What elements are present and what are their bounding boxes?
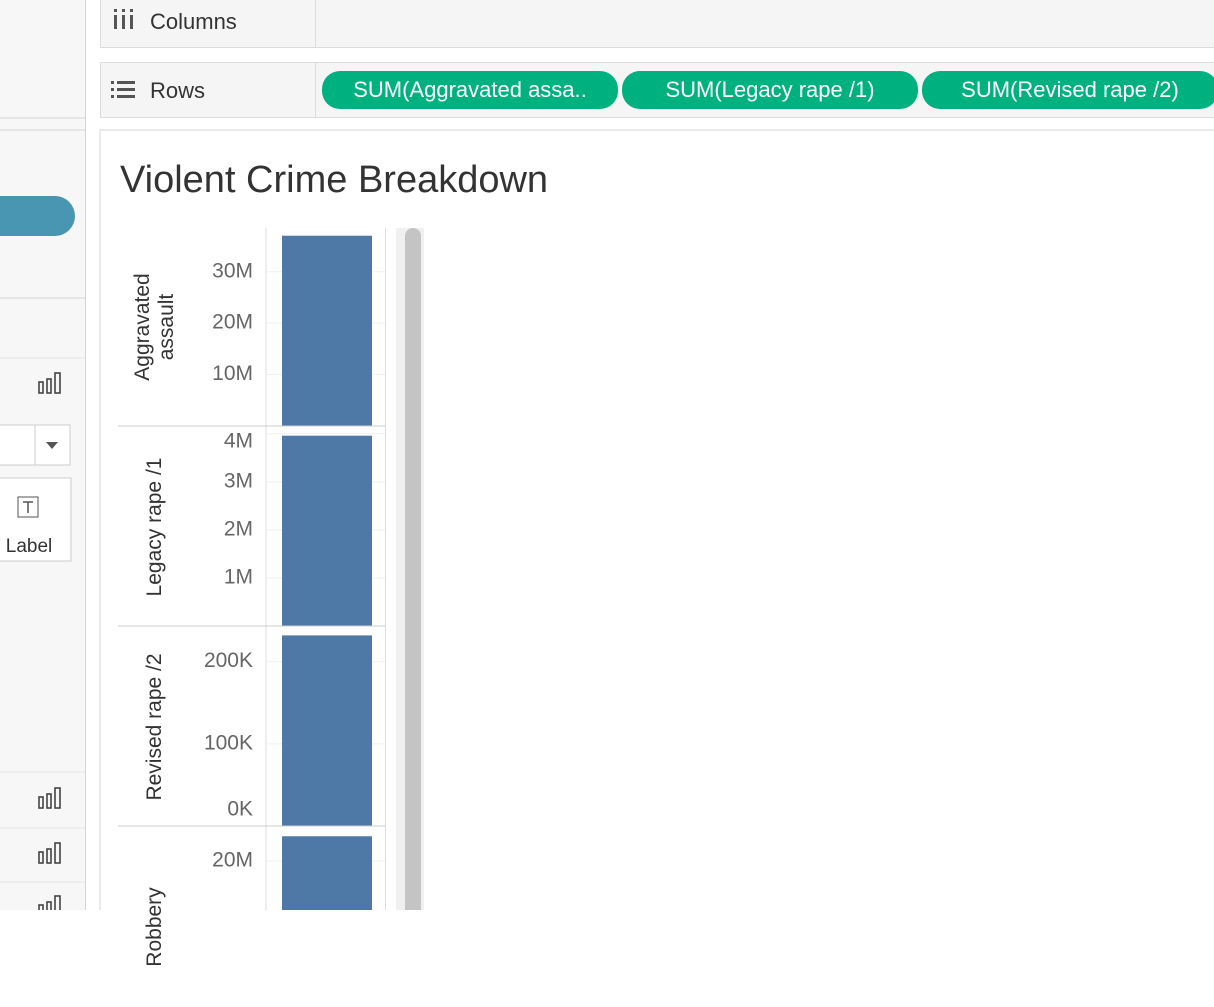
row-pill[interactable]: SUM(Revised rape /2): [922, 71, 1214, 109]
bar: [282, 435, 372, 626]
row-header: Revised rape /2: [143, 653, 166, 801]
y-tick-label: 30M: [212, 259, 253, 282]
y-tick-label: 20M: [212, 849, 253, 872]
y-tick-label: 200K: [204, 649, 253, 672]
bar: [282, 836, 372, 910]
y-tick-label: 0K: [227, 798, 253, 821]
scroll-thumb[interactable]: [405, 228, 421, 910]
dropdown-arrow: [46, 442, 58, 449]
y-tick-label: 10M: [212, 362, 253, 385]
columns-label: Columns: [150, 9, 237, 34]
y-tick-label: 1M: [224, 565, 253, 588]
rows-label: Rows: [150, 78, 206, 103]
columns-icon: [113, 9, 133, 29]
y-tick-label: 3M: [224, 469, 253, 492]
row-header: Robbery: [143, 887, 166, 967]
shelf-divider: [315, 0, 316, 48]
label-card[interactable]: [0, 477, 72, 562]
sheet-title: Violent Crime Breakdown: [120, 159, 548, 201]
y-tick-label: 100K: [204, 731, 253, 754]
shelf-divider: [315, 62, 316, 118]
y-tick-label: 2M: [224, 517, 253, 540]
bar: [282, 635, 372, 826]
page: Label Violent Crime Breakdown 10M 20M 30M 1…: [0, 0, 1214, 967]
row-header: Legacy rape /1: [143, 457, 166, 597]
row-pill[interactable]: SUM(Aggravated assa..: [322, 71, 618, 109]
rows-icon: [111, 80, 135, 105]
label-icon: [17, 496, 39, 518]
row-header: Aggravated assault: [131, 273, 178, 381]
view-frame: [99, 129, 1214, 910]
chart-canvas: Label Violent Crime Breakdown 10M 20M 30M 1…: [0, 0, 1214, 910]
mark-icons: [38, 372, 61, 910]
row-pill[interactable]: SUM(Legacy rape /1): [622, 71, 918, 109]
bar: [282, 235, 372, 426]
y-tick-label: 4M: [224, 430, 253, 453]
columns-shelf: [100, 0, 1214, 48]
label-text: Label: [6, 536, 53, 557]
label-icon-t: [23, 501, 33, 513]
field-pill[interactable]: [0, 196, 75, 236]
y-tick-label: 20M: [212, 311, 253, 334]
